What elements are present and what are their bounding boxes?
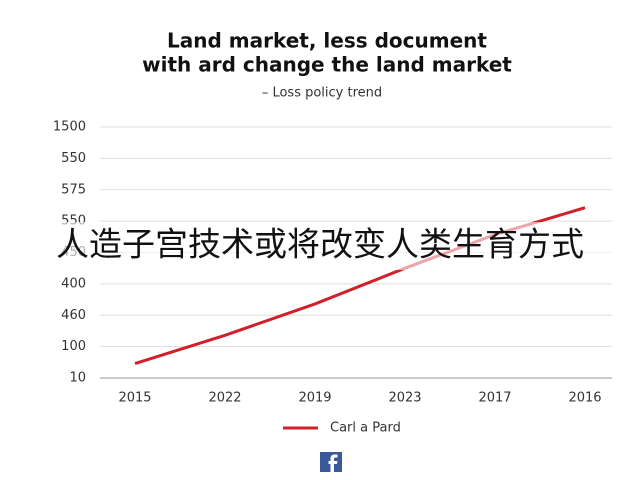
y-tick-label: 1500 <box>53 120 86 135</box>
overlay-text: 人造子宫技术或将改变人类生育方式 <box>56 225 584 264</box>
y-tick-label: 550 <box>61 151 86 166</box>
x-tick-label: 2017 <box>478 391 511 406</box>
y-tick-label: 10 <box>69 371 86 386</box>
x-tick-label: 2015 <box>118 391 151 406</box>
y-tick-label: 400 <box>61 276 86 291</box>
chart-title: with ard change the land market <box>142 53 512 77</box>
overlay-band <box>0 222 640 270</box>
y-tick-label: 575 <box>61 182 86 197</box>
y-tick-label: 460 <box>61 308 86 323</box>
facebook-icon[interactable] <box>320 452 342 472</box>
legend-label: Carl a Pard <box>330 421 401 436</box>
facebook-glyph[interactable] <box>328 454 338 473</box>
x-tick-label: 2023 <box>388 391 421 406</box>
x-tick-label: 2022 <box>208 391 241 406</box>
x-tick-label: 2019 <box>298 391 331 406</box>
chart-title: Land market, less document <box>167 29 487 53</box>
y-tick-label: 100 <box>61 339 86 354</box>
chart-subtitle: – Loss policy trend <box>262 86 382 101</box>
x-tick-label: 2016 <box>568 391 601 406</box>
